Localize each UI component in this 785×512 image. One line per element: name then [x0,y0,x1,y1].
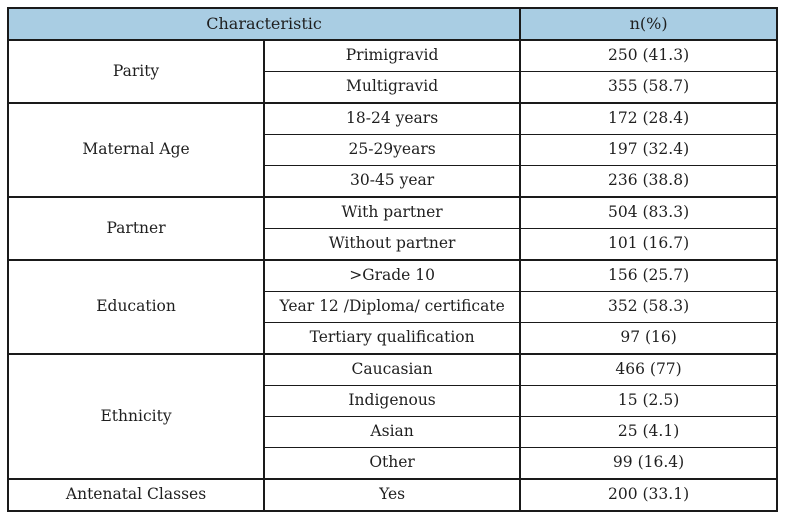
value-cell: 156 (25.7) [519,259,778,292]
value-cell: 504 (83.3) [519,196,778,229]
value-cell: 15 (2.5) [519,385,778,417]
subcategory-cell: 30-45 year [263,165,522,198]
table-row: Indigenous 15 (2.5) [8,385,778,417]
characteristic-group-cell: Maternal Age [6,102,266,198]
subcategory-cell: Caucasian [263,353,522,386]
header-row: Characteristic n(%) [6,7,778,41]
value-cell: 101 (16.7) [519,228,778,261]
value-cell: 236 (38.8) [519,165,778,198]
table-row: Without partner 101 (16.7) [8,228,778,261]
subcategory-cell: Other [263,447,522,480]
table-row: Year 12 /Diploma/ certificate 352 (58.3) [8,291,778,323]
table-row: Ethnicity Caucasian 466 (77) [6,353,778,480]
value-cell: 99 (16.4) [519,447,778,480]
table-row: Asian 25 (4.1) [8,416,778,448]
value-cell: 250 (41.3) [519,39,778,72]
subcategory-cell: Tertiary qualification [263,322,522,355]
characteristic-group-cell: Ethnicity [6,353,266,480]
value-cell: 97 (16) [519,322,778,355]
subcategory-cell: Yes [263,478,522,512]
characteristic-group-cell: Education [6,259,266,355]
subcategory-cell: 25-29years [263,134,522,166]
value-cell: 172 (28.4) [519,102,778,135]
value-cell: 200 (33.1) [519,478,778,512]
table-row: 25-29years 197 (32.4) [8,134,778,166]
value-cell: 466 (77) [519,353,778,386]
table-row: Tertiary qualification 97 (16) [8,322,778,355]
table-row: Partner With partner 504 (83.3) [6,196,778,261]
table-row: Parity Primigravid 250 (41.3) [6,39,778,104]
characteristic-group-cell: Antenatal Classes [6,478,266,512]
characteristic-group-cell: Partner [6,196,266,261]
table-row: Education >Grade 10 156 (25.7) [6,259,778,355]
value-cell: 355 (58.7) [519,71,778,104]
value-cell: 25 (4.1) [519,416,778,448]
subcategory-cell: Asian [263,416,522,448]
characteristics-table: Characteristic n(%) Parity Primigravid 250… [6,7,778,512]
subcategory-cell: Indigenous [263,385,522,417]
table-row: Other 99 (16.4) [8,447,778,480]
subcategory-cell: Primigravid [263,39,522,72]
value-cell: 352 (58.3) [519,291,778,323]
subcategory-cell: Without partner [263,228,522,261]
table-row: 30-45 year 236 (38.8) [8,165,778,198]
table-row: Multigravid 355 (58.7) [8,71,778,104]
characteristic-group-cell: Parity [6,39,266,104]
header-n-percent: n(%) [519,7,778,41]
value-cell: 197 (32.4) [519,134,778,166]
subcategory-cell: 18-24 years [263,102,522,135]
subcategory-cell: >Grade 10 [263,259,522,292]
subcategory-cell: With partner [263,196,522,229]
subcategory-cell: Multigravid [263,71,522,104]
subcategory-cell: Year 12 /Diploma/ certificate [263,291,522,323]
header-characteristic: Characteristic [6,7,522,41]
table-row: Antenatal Classes Yes 200 (33.1) [6,478,778,512]
table-row: Maternal Age 18-24 years 172 (28.4) [6,102,778,198]
table-header: Characteristic n(%) [6,7,778,41]
table-body: Parity Primigravid 250 (41.3) Multigravid 35… [6,39,778,512]
